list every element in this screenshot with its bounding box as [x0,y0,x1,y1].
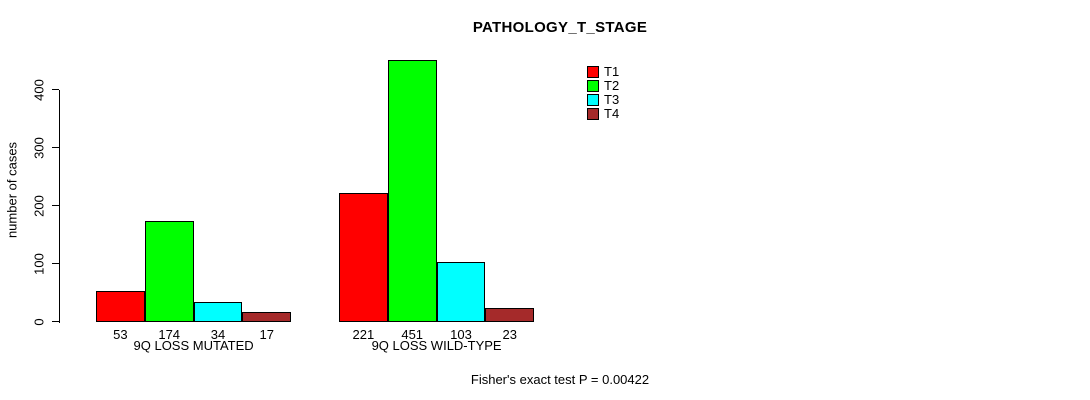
bar-t3-group1 [193,301,243,323]
y-tick-label: 0 [31,317,47,326]
y-tick-label: 400 [31,78,47,101]
legend-label: T4 [604,106,620,121]
legend-label: T3 [604,92,620,107]
bar-value-label: 174 [158,327,181,342]
y-tick-label: 100 [31,252,47,275]
legend-swatch-t4 [587,108,599,120]
legend-swatch-t1 [587,66,599,78]
legend-swatch-t3 [587,94,599,106]
legend: T1 T2 T3 T4 [587,64,620,121]
legend-item-t4: T4 [587,106,620,121]
y-tick-label: 300 [31,136,47,159]
y-axis-line [59,89,60,323]
bar-value-label: 53 [113,327,128,342]
legend-swatch-t2 [587,80,599,92]
bar-t2-group2 [387,59,437,323]
x-group-label: 9Q LOSS WILD-TYPE [371,338,502,353]
bar-value-label: 23 [502,327,518,342]
bar-value-label: 17 [259,327,275,342]
y-tick [52,89,59,90]
bar-t1-group2 [339,193,388,323]
legend-item-t1: T1 [587,64,620,79]
legend-item-t3: T3 [587,92,620,107]
y-tick-label: 200 [31,194,47,217]
legend-label: T1 [604,64,620,79]
bar-t2-group1 [144,220,194,323]
fisher-test-annotation: Fisher's exact test P = 0.00422 [470,372,650,387]
bar-value-label: 221 [352,327,375,342]
x-group-label: 9Q LOSS MUTATED [133,338,254,353]
bar-t4-group2 [485,308,535,323]
legend-label: T2 [604,78,620,93]
chart-title: PATHOLOGY_T_STAGE [472,19,648,36]
y-tick [52,263,59,264]
y-tick [52,205,59,206]
y-tick [52,321,59,322]
bar-value-label: 103 [450,327,472,342]
y-tick [52,147,59,148]
bar-t3-group2 [436,261,486,323]
bar-value-label: 451 [401,327,424,342]
legend-item-t2: T2 [587,78,620,93]
bar-t1-group1 [96,290,145,323]
bar-value-label: 34 [210,327,226,342]
bar-t4-group1 [242,311,292,323]
